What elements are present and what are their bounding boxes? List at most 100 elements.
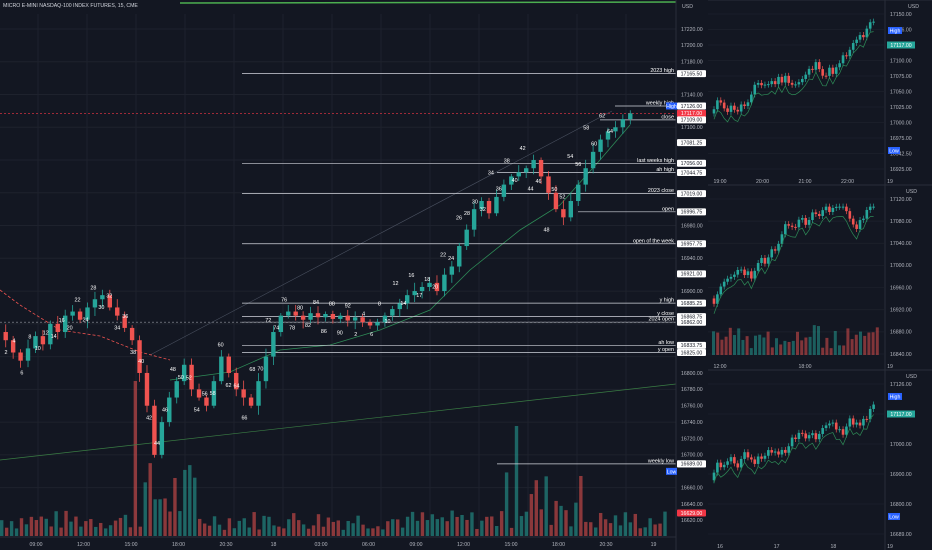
panel-time-tick: 17 (774, 544, 780, 550)
panel-volume-bar (854, 334, 858, 355)
volume-bar (183, 469, 187, 536)
candle-body (263, 356, 269, 382)
candle-body (576, 184, 581, 201)
wave-label: 6 (370, 332, 373, 338)
panel-candle-body (804, 433, 807, 439)
price-tag-text: 16833.75 (681, 343, 703, 349)
panel-candle-body (794, 437, 797, 440)
panel-price-tick: 17100.00 (890, 58, 912, 64)
panel-candle-body (716, 462, 719, 473)
level-label: y open (658, 347, 674, 353)
candle-body (620, 119, 626, 128)
wave-label: 16 (59, 318, 65, 324)
volume-bar (9, 521, 14, 536)
panel-volume-bar (817, 326, 820, 355)
volume-bar (178, 511, 182, 536)
panel-candle-body (872, 21, 875, 23)
price-tag (677, 460, 706, 468)
volume-bar (84, 521, 88, 536)
volume-bar (465, 519, 469, 536)
candle-body (211, 381, 217, 406)
time-axis[interactable]: 09:00 12:00 15:00 18:00 20:30 18 03:00 06:00 09:… (0, 536, 676, 548)
level-label: open of the week (633, 238, 674, 244)
candle-body (63, 315, 68, 333)
panel-candle-body (787, 224, 791, 226)
level-label: 2023 close (648, 188, 674, 194)
price-tag (677, 169, 706, 177)
wave-label: 20 (432, 285, 438, 291)
volume-bar (539, 509, 543, 536)
volume-bar (504, 472, 509, 536)
panel-candle-body (712, 472, 716, 481)
volume-bar (188, 465, 192, 536)
volume-bar (207, 525, 212, 536)
volume-bar (653, 524, 657, 536)
panel-high-text: High (890, 29, 901, 35)
bottom-right-panel[interactable]: 17126.00 17117.00 17000.00 16900.00 16800.00… (708, 369, 932, 550)
volume-bar (450, 510, 454, 536)
panel-candle-body (787, 75, 791, 83)
time-tick: 20:30 (220, 542, 233, 548)
wave-label: 58 (583, 126, 589, 132)
panel-candle-body (855, 39, 858, 44)
panel-candle-body (811, 433, 814, 436)
grid (0, 14, 676, 535)
price-tag (677, 240, 706, 248)
panel-candle-body (780, 234, 784, 244)
trend-line-lower (0, 383, 677, 461)
panel-price-tick: 16942.50 (890, 151, 912, 157)
wave-label: 40 (512, 178, 518, 184)
price-axis[interactable]: 17220.00 17200.00 17180.00 17165.50 17140.00… (666, 0, 708, 550)
panel-volume-bar (821, 347, 825, 355)
level-label: close (661, 114, 674, 120)
panel-candle-body (777, 243, 780, 251)
panel-candle-body (834, 422, 838, 430)
volume-bar (480, 520, 484, 536)
volume-bar (514, 426, 519, 536)
trend-line-top (179, 1, 677, 4)
price-tag (677, 70, 706, 78)
price-tick: 16900.00 (681, 289, 703, 295)
panel-candle-body (817, 62, 821, 70)
panel-volume-bar (775, 338, 778, 355)
wave-label: 8 (28, 334, 31, 340)
panel-candle-body (739, 458, 743, 468)
candle-body (486, 200, 492, 214)
candle-body (271, 332, 276, 357)
price-tick: 16780.00 (681, 387, 703, 393)
volume-bar (603, 519, 608, 536)
volume-bar (108, 525, 113, 536)
wave-label: 68 (249, 367, 255, 373)
wave-label: 64 (233, 384, 239, 390)
wave-label: 16 (408, 273, 414, 279)
candle-body (628, 113, 633, 120)
panel-candle-body (862, 218, 865, 221)
level-label: y high (660, 298, 674, 304)
panel-candle-body (777, 451, 780, 455)
volume-bar (499, 511, 504, 536)
panel-mid-currency: USD (906, 189, 917, 195)
wave-label: 6 (20, 371, 23, 377)
volume-bar (544, 476, 548, 536)
volume-bar (321, 526, 326, 536)
volume-bar (460, 514, 464, 536)
panel-volume-bar (800, 340, 804, 355)
price-tick: 16700.00 (681, 453, 703, 459)
top-right-panel[interactable]: 17150.0017126.0017117.0017100.0017075.00… (708, 0, 932, 185)
wave-label: 40 (138, 359, 144, 365)
panel-candle-body (750, 94, 753, 103)
candle-body (397, 303, 402, 310)
wave-label: 38 (504, 158, 510, 164)
wave-label: 4 (12, 338, 15, 344)
panel-volume-bar (737, 328, 741, 355)
panel-candle-body (719, 286, 723, 295)
level-label: 2023 high (650, 68, 674, 74)
price-tag (677, 509, 706, 517)
volume-bar (455, 516, 459, 536)
panel-price-tag-text: 17117.00 (890, 412, 911, 418)
volume-bar (594, 527, 598, 536)
middle-right-panel[interactable]: 17120.00 17080.00 17040.00 17000.00 16960.00… (708, 184, 932, 370)
price-tag (677, 341, 706, 349)
volume-bar (252, 512, 256, 536)
